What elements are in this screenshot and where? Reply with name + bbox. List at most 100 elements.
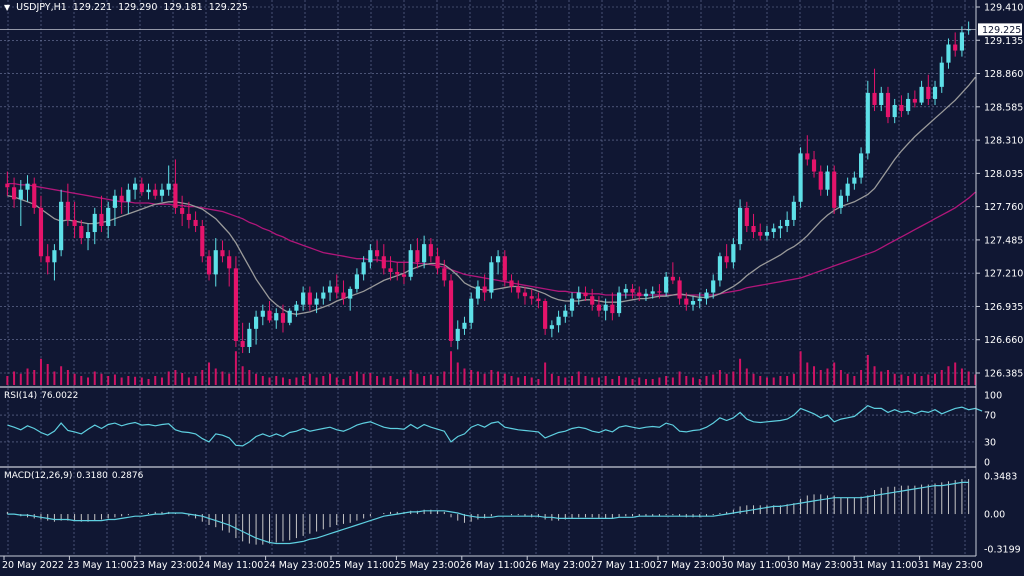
candle-body-bear [280, 313, 286, 323]
volume-bar [80, 376, 83, 385]
candle-body-bull [717, 256, 723, 281]
candle-body-bull [159, 189, 165, 196]
volume-bar [860, 370, 863, 385]
volume-bar [66, 370, 69, 385]
collapse-arrow-icon[interactable]: ▼ [4, 3, 11, 12]
candle-body-bear [818, 171, 823, 190]
ohlc-low: 129.181 [163, 2, 203, 13]
volume-bar [954, 362, 957, 385]
volume-bar [450, 351, 453, 385]
volume-bar [839, 370, 842, 385]
volume-bar [409, 370, 412, 385]
volume-bar [423, 376, 426, 385]
candle-body-bull [495, 256, 501, 263]
volume-bar [281, 377, 284, 385]
candle-body-bull [462, 322, 467, 329]
candle-body-bear [482, 286, 487, 293]
candle-body-bear [32, 183, 37, 208]
volume-bar [234, 351, 237, 385]
volume-bar [644, 379, 647, 385]
candle-body-bull [791, 201, 796, 220]
volume-bar [241, 366, 244, 385]
volume-bar [940, 370, 943, 385]
volume-bar [523, 376, 526, 385]
candle-body-bear [173, 183, 178, 208]
volume-bar [13, 371, 16, 385]
volume-bar [214, 368, 217, 385]
candle-body-bear [751, 225, 756, 233]
candle-body-bear [953, 44, 958, 51]
volume-bar [429, 374, 432, 385]
volume-bar [302, 376, 305, 385]
volume-bar [604, 376, 607, 385]
volume-bar [140, 377, 143, 385]
volume-bar [463, 368, 466, 385]
candle-body-bull [126, 189, 131, 202]
ohlc-high: 129.290 [118, 2, 158, 13]
rsi-tick-label: 100 [984, 391, 1002, 402]
candle-body-bull [697, 298, 702, 302]
candle-body-bear [119, 195, 124, 202]
volume-bar [557, 376, 560, 385]
time-tick-label: 31 May 23:00 [918, 560, 983, 571]
time-tick-label: 27 May 23:00 [656, 560, 721, 571]
volume-bar [470, 370, 473, 385]
volume-bar [678, 371, 681, 385]
volume-bar [974, 374, 977, 385]
candle-body-bull [603, 304, 608, 311]
candle-body-bull [664, 276, 669, 293]
price-tick-label: 126.660 [984, 335, 1023, 346]
candle-body-bear [543, 301, 548, 329]
volume-bar [692, 377, 695, 385]
volume-bar [329, 373, 332, 385]
volume-bar [248, 370, 251, 385]
volume-bar [698, 379, 701, 385]
candle-body-bull [475, 286, 481, 299]
candle-body-bear [415, 250, 420, 263]
time-tick-label: 30 May 11:00 [721, 560, 786, 571]
volume-bar [813, 366, 816, 385]
volume-bar [134, 376, 137, 385]
candle-body-bear [448, 280, 454, 341]
candle-body-bear [583, 292, 588, 297]
volume-bar [853, 376, 856, 385]
candle-body-bull [906, 98, 911, 112]
volume-bar [665, 376, 668, 385]
price-tick-label: 126.935 [984, 302, 1023, 313]
volume-bar [107, 376, 110, 385]
volume-bar [577, 371, 580, 385]
candle-body-bear [885, 92, 891, 118]
candle-body-bear [536, 298, 541, 302]
volume-bar [194, 376, 197, 385]
price-tick-label: 128.860 [984, 69, 1023, 80]
candle-body-bull [690, 301, 696, 305]
volume-bar [739, 358, 742, 385]
volume-bar [927, 374, 930, 385]
candle-body-bear [590, 296, 595, 305]
candle-body-bull [247, 328, 252, 347]
time-tick-label: 24 May 23:00 [264, 560, 329, 571]
rsi-label: RSI(14) 76.0022 [4, 391, 82, 401]
volume-bar [39, 358, 42, 385]
volume-bar [73, 373, 76, 385]
volume-bar [26, 368, 29, 385]
time-tick-label: 31 May 11:00 [852, 560, 917, 571]
volume-bar [376, 376, 379, 385]
time-axis: 20 May 2022 23 May 11:00 23 May 23:00 24 Ma… [2, 556, 983, 571]
candle-body-bull [85, 232, 91, 239]
candle-body-bear [758, 232, 763, 236]
candle-body-bull [489, 262, 494, 293]
volume-bar [100, 373, 103, 385]
candle-body-bull [576, 292, 581, 299]
volume-bar [497, 371, 500, 385]
volume-bars [6, 351, 977, 385]
volume-bar [201, 370, 204, 385]
candle-body-bull [623, 288, 628, 293]
rsi-name: RSI(14) [4, 391, 38, 401]
volume-bar [920, 376, 923, 385]
volume-bar [456, 362, 459, 385]
candle-body-bear [139, 183, 144, 193]
volume-bar [160, 377, 163, 385]
volume-bar [510, 376, 513, 385]
